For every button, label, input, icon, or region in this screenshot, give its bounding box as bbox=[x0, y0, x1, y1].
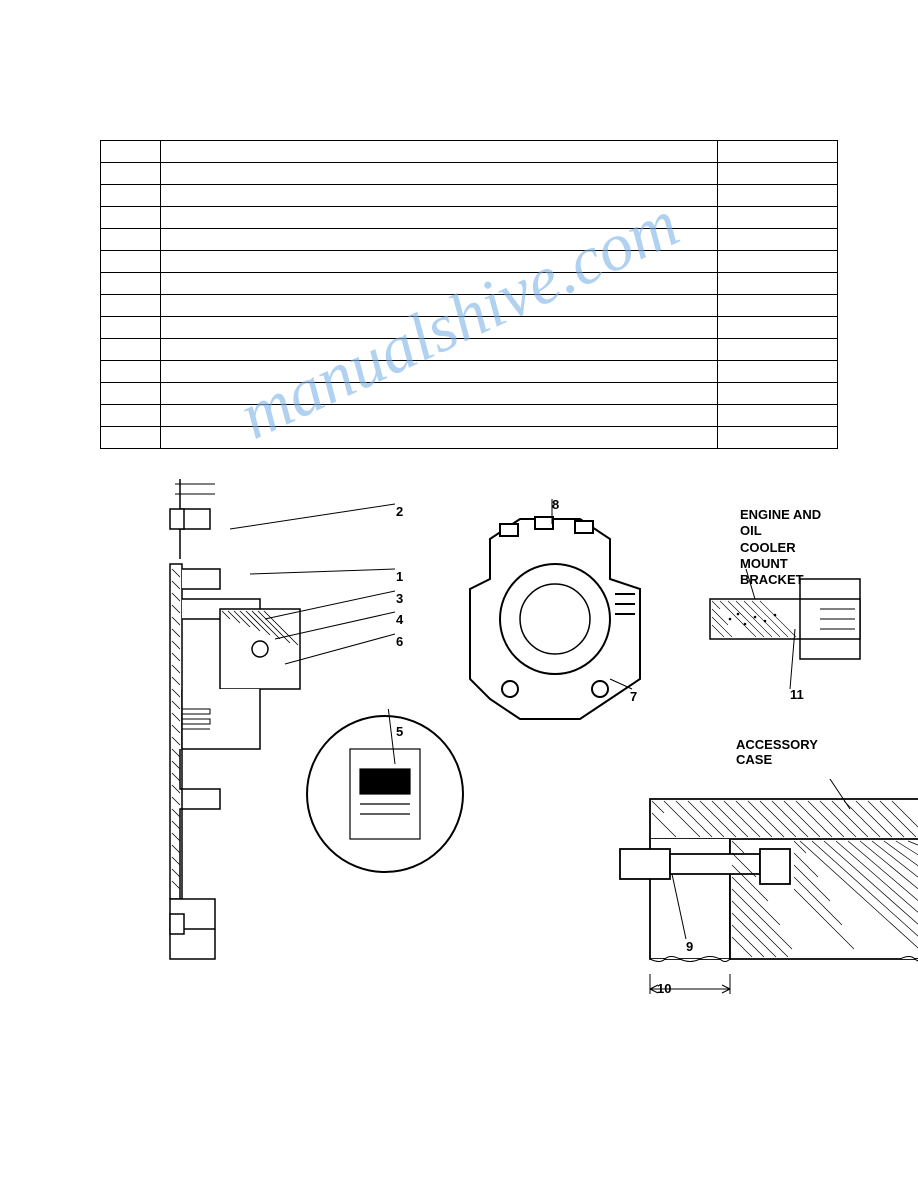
table-cell bbox=[161, 207, 718, 229]
callout-1: 1 bbox=[396, 569, 403, 584]
table-cell bbox=[718, 185, 838, 207]
table-cell bbox=[161, 405, 718, 427]
table-cell bbox=[161, 185, 718, 207]
table-cell bbox=[101, 163, 161, 185]
table-cell bbox=[161, 163, 718, 185]
table-row bbox=[101, 295, 838, 317]
table-cell bbox=[718, 295, 838, 317]
table-cell bbox=[101, 295, 161, 317]
table-cell bbox=[718, 427, 838, 449]
table-cell bbox=[101, 383, 161, 405]
table-cell bbox=[161, 141, 718, 163]
callout-4: 4 bbox=[396, 612, 403, 627]
table-cell bbox=[101, 141, 161, 163]
table-row bbox=[101, 229, 838, 251]
table-cell bbox=[718, 405, 838, 427]
accessory-label: ACCESSORY CASE bbox=[736, 737, 838, 767]
table-cell bbox=[161, 361, 718, 383]
callout-8: 8 bbox=[552, 497, 559, 512]
table-row bbox=[101, 251, 838, 273]
table-cell bbox=[718, 163, 838, 185]
table-cell bbox=[161, 427, 718, 449]
table-cell bbox=[161, 295, 718, 317]
table-row bbox=[101, 317, 838, 339]
table-cell bbox=[101, 361, 161, 383]
table-cell bbox=[161, 273, 718, 295]
table-cell bbox=[718, 229, 838, 251]
bracket-label: ENGINE AND OILCOOLER MOUNTBRACKET bbox=[740, 507, 838, 588]
table-cell bbox=[718, 339, 838, 361]
table-cell bbox=[718, 141, 838, 163]
table-cell bbox=[718, 383, 838, 405]
table-cell bbox=[101, 339, 161, 361]
table-cell bbox=[718, 317, 838, 339]
technical-diagram: 2 1 3 4 6 5 8 7 11 9 10 ENGINE AND OILCO… bbox=[100, 469, 838, 1029]
callout-6: 6 bbox=[396, 634, 403, 649]
table-row bbox=[101, 339, 838, 361]
table-cell bbox=[718, 273, 838, 295]
table-cell bbox=[101, 317, 161, 339]
table-cell bbox=[101, 405, 161, 427]
table-cell bbox=[718, 251, 838, 273]
table-cell bbox=[161, 229, 718, 251]
callout-2: 2 bbox=[396, 504, 403, 519]
accessory-case-detail bbox=[610, 779, 918, 1009]
detail-circle-5 bbox=[300, 709, 470, 879]
table-cell bbox=[101, 251, 161, 273]
table-cell bbox=[718, 361, 838, 383]
table-cell bbox=[161, 251, 718, 273]
document-page: manualshive.com bbox=[0, 0, 918, 1069]
callout-7: 7 bbox=[630, 689, 637, 704]
table-cell bbox=[718, 207, 838, 229]
callout-5: 5 bbox=[396, 724, 403, 739]
table-row bbox=[101, 383, 838, 405]
table-cell bbox=[101, 207, 161, 229]
table-cell bbox=[161, 339, 718, 361]
callout-10: 10 bbox=[657, 981, 671, 996]
table-row bbox=[101, 361, 838, 383]
table-cell bbox=[161, 383, 718, 405]
callout-3: 3 bbox=[396, 591, 403, 606]
table-cell bbox=[101, 427, 161, 449]
table-cell bbox=[161, 317, 718, 339]
table-row bbox=[101, 207, 838, 229]
table-row bbox=[101, 273, 838, 295]
table-cell bbox=[101, 185, 161, 207]
table-row bbox=[101, 141, 838, 163]
table-cell bbox=[101, 229, 161, 251]
table-row bbox=[101, 185, 838, 207]
table-row bbox=[101, 405, 838, 427]
callout-11: 11 bbox=[790, 687, 804, 702]
table-row bbox=[101, 427, 838, 449]
parts-table bbox=[100, 140, 838, 449]
pump-assembly bbox=[460, 499, 680, 749]
table-cell bbox=[101, 273, 161, 295]
callout-9: 9 bbox=[686, 939, 693, 954]
table-row bbox=[101, 163, 838, 185]
